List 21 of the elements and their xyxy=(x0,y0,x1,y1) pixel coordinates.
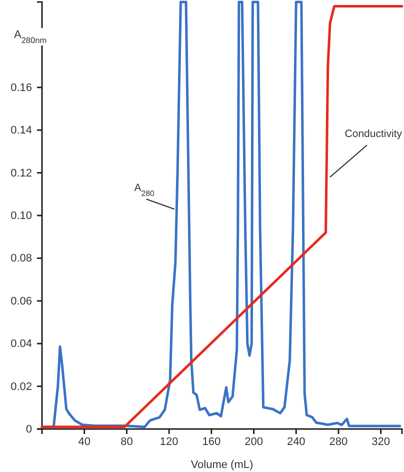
y-tick-label: 0 xyxy=(26,424,32,436)
y-tick-label: 0.06 xyxy=(10,295,32,308)
x-tick-label: 160 xyxy=(202,436,221,448)
x-tick-label: 320 xyxy=(372,436,390,448)
y-tick-label: 0.12 xyxy=(10,167,32,180)
y-tick-label: 0.04 xyxy=(10,338,32,350)
y-tick-label: 0.08 xyxy=(10,252,32,265)
x-tick-label: 80 xyxy=(120,436,133,448)
y-tick-label: 0.02 xyxy=(10,380,32,393)
x-tick-label: 280 xyxy=(329,436,348,448)
y-tick-label: 0.14 xyxy=(10,124,32,137)
y-tick-label: 0.10 xyxy=(10,210,32,222)
x-tick-label: 240 xyxy=(286,436,306,448)
x-tick-label: 200 xyxy=(244,436,263,448)
y-tick-label: 0.16 xyxy=(10,82,32,94)
x-tick-label: 120 xyxy=(160,436,178,448)
x-axis-title: Volume (mL) xyxy=(190,459,254,471)
annotation: A$_{280}$ xyxy=(134,182,156,198)
annotation: Conductivity xyxy=(344,128,403,140)
y-axis-title: A$_{280nm}$ xyxy=(14,29,47,44)
x-tick-label: 40 xyxy=(78,436,90,448)
